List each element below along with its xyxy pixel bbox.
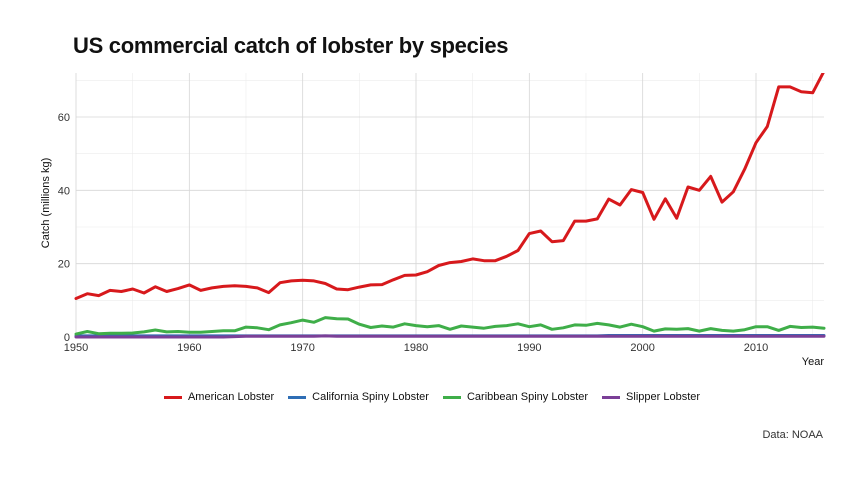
x-axis-label: Year [802, 356, 825, 368]
legend-label: Slipper Lobster [626, 391, 701, 403]
legend-item-caribbean-spiny-lobster: Caribbean Spiny Lobster [442, 391, 589, 403]
grid-lines [75, 73, 824, 338]
series-line-caribbean-spiny-lobster [74, 316, 826, 336]
x-tick-label: 1990 [517, 342, 541, 354]
x-tick-label: 2010 [744, 342, 768, 354]
y-tick-label: 60 [58, 112, 70, 124]
chart-title: US commercial catch of lobster by specie… [73, 33, 509, 58]
legend-item-california-spiny-lobster: California Spiny Lobster [288, 391, 429, 403]
x-tick-label: 1950 [64, 342, 88, 354]
legend-label: American Lobster [187, 391, 275, 403]
x-tick-label: 1960 [177, 342, 201, 354]
legend: American Lobster California Spiny Lobster… [0, 391, 864, 403]
legend-swatch [288, 395, 307, 399]
tick-labels: 1950 1960 1970 1980 1990 2000 2010 0 20 40 60 [58, 112, 768, 354]
legend-swatch [163, 395, 182, 399]
legend-swatch [442, 395, 461, 399]
legend-item-american-lobster: American Lobster [163, 391, 275, 403]
x-tick-label: 2000 [630, 342, 654, 354]
series-lines [74, 73, 826, 339]
legend-label: Caribbean Spiny Lobster [466, 391, 589, 403]
y-tick-label: 0 [64, 332, 70, 344]
legend-swatch [602, 395, 621, 399]
series-line-american-lobster [74, 73, 825, 300]
series-line-slipper-lobster [74, 334, 826, 339]
y-tick-label: 40 [58, 185, 70, 197]
legend-label: California Spiny Lobster [312, 391, 429, 403]
x-tick-label: 1970 [290, 342, 314, 354]
y-axis-label: Catch (millions kg) [40, 158, 52, 248]
legend-item-slipper-lobster: Slipper Lobster [602, 391, 700, 403]
x-tick-label: 1980 [404, 342, 428, 354]
y-tick-label: 20 [58, 259, 70, 271]
data-source-caption: Data: NOAA [762, 429, 823, 441]
